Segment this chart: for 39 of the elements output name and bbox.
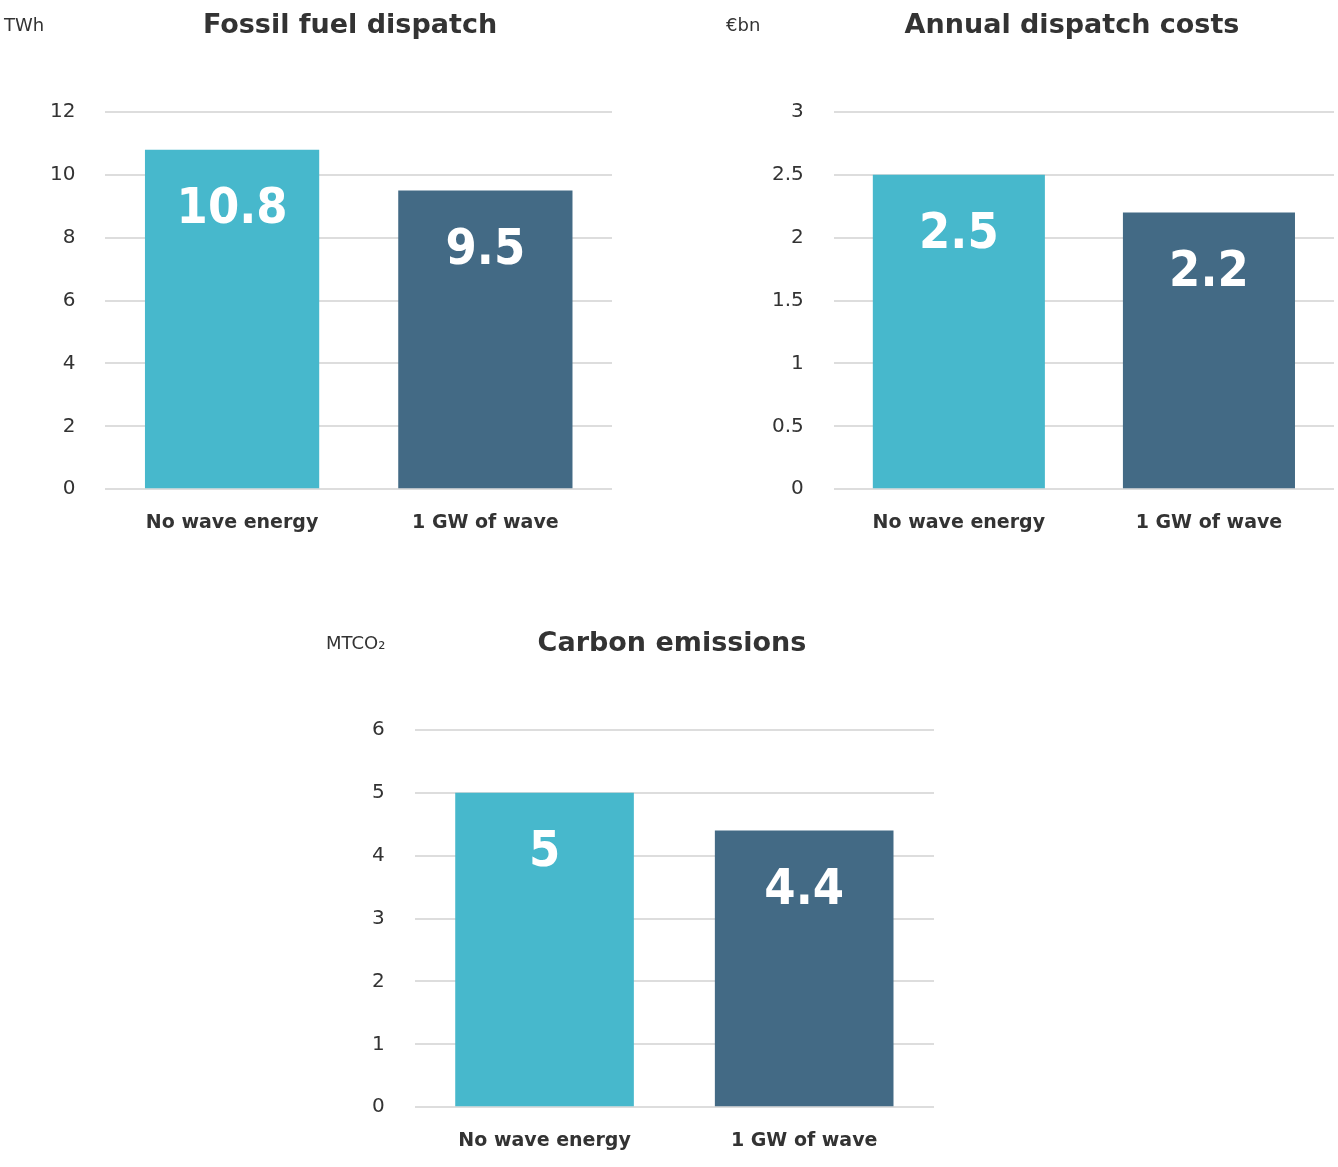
y-tick-label: 0 <box>62 475 76 500</box>
data-label: 2.2 <box>1169 239 1249 298</box>
y-tick-label: 2 <box>62 412 76 437</box>
x-tick-label: 1 GW of wave <box>1135 509 1283 532</box>
x-tick-label: No wave energy <box>872 509 1046 532</box>
x-tick-label: 1 GW of wave <box>730 1127 878 1150</box>
y-tick-label: 4 <box>62 349 76 374</box>
y-tick-label: 3 <box>371 904 385 929</box>
y-tick-label: 1 <box>791 349 804 374</box>
y-tick-label: 2.5 <box>771 161 804 186</box>
x-tick-label: 1 GW of wave <box>412 509 559 532</box>
y-tick-label: 6 <box>371 716 385 741</box>
chart-title: Fossil fuel dispatch <box>201 8 499 39</box>
x-tick-label: No wave energy <box>145 509 319 532</box>
y-tick-label: 0 <box>791 475 804 500</box>
y-tick-label: 12 <box>50 98 76 123</box>
y-tick-label: 2 <box>371 967 385 992</box>
y-tick-label: 1 <box>371 1030 385 1055</box>
chart-title: Carbon emissions <box>536 626 808 657</box>
y-tick-label: 6 <box>62 286 76 311</box>
data-label: 4.4 <box>764 857 845 916</box>
data-label: 5 <box>528 819 561 878</box>
y-tick-label: 10 <box>50 161 76 186</box>
data-label: 9.5 <box>445 217 526 276</box>
y-tick-label: 2 <box>791 223 804 248</box>
y-tick-label: 4 <box>371 841 385 866</box>
data-label: 10.8 <box>176 176 288 235</box>
data-label: 2.5 <box>919 201 999 260</box>
y-axis-title: MTCO₂ <box>326 632 386 653</box>
y-axis-title: TWh <box>4 14 45 35</box>
y-tick-label: 3 <box>791 98 804 123</box>
y-tick-label: 8 <box>62 223 76 248</box>
chart-title: Annual dispatch costs <box>903 8 1241 39</box>
y-axis-title: €bn <box>726 14 761 35</box>
y-tick-label: 5 <box>371 779 385 804</box>
y-tick-label: 0.5 <box>771 412 804 437</box>
y-tick-label: 0 <box>371 1093 385 1118</box>
y-tick-label: 1.5 <box>771 286 804 311</box>
x-tick-label: No wave energy <box>458 1127 632 1150</box>
